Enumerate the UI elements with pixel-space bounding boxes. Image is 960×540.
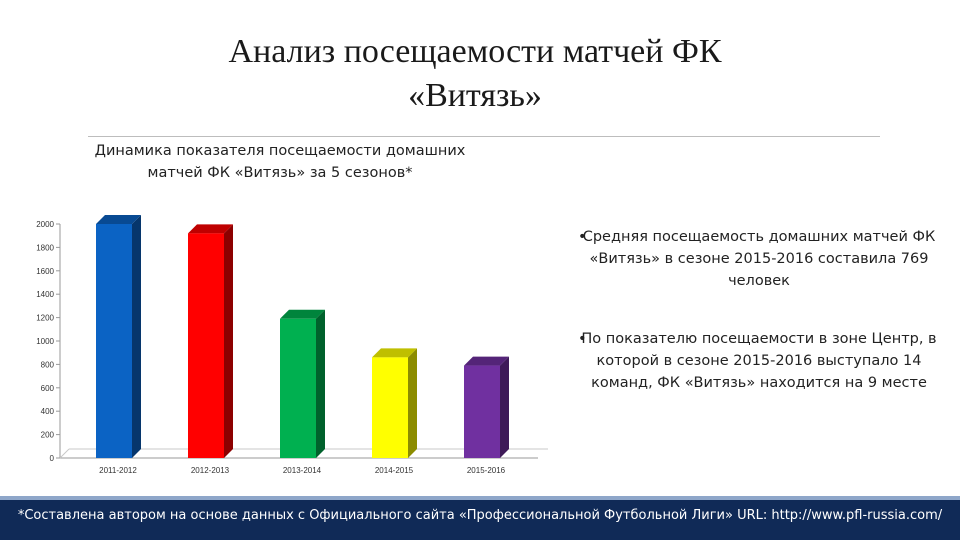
title-divider <box>88 136 880 137</box>
bullet-list: • Средняя посещаемость домашних матчей Ф… <box>578 226 940 394</box>
bar-side <box>316 309 325 458</box>
bar-top <box>96 215 141 224</box>
x-tick-label: 2014-2015 <box>375 466 414 475</box>
bar-side <box>500 356 509 458</box>
chart-title: Динамика показателя посещаемости домашни… <box>40 140 520 184</box>
y-tick-label: 0 <box>50 454 55 463</box>
y-tick-label: 800 <box>41 360 55 369</box>
x-tick-label: 2013-2014 <box>283 466 322 475</box>
bar-top <box>280 309 325 319</box>
slide-title-line-1: Анализ посещаемости матчей ФК <box>228 33 722 70</box>
y-tick-label: 400 <box>41 407 55 416</box>
bar-side <box>408 348 417 458</box>
footer-bar: *Составлена автором на основе данных с О… <box>0 496 960 540</box>
bar-top <box>188 224 233 234</box>
attendance-bar-chart: 0 200 400 600 800 1000 1200 1400 1600 1800 2000 201… <box>36 215 548 475</box>
slide-title: Анализ посещаемости матчей ФК «Витязь» <box>120 30 830 118</box>
y-tick-label: 600 <box>41 384 55 393</box>
slide-title-line-2: «Витязь» <box>408 77 542 114</box>
bar <box>372 357 408 458</box>
bullet-text-1: Средняя посещаемость домашних матчей ФК … <box>582 229 936 289</box>
y-tick-label: 1000 <box>36 337 54 346</box>
bar <box>96 224 132 458</box>
bullet-text-2: По показателю посещаемости в зоне Центр,… <box>581 331 937 391</box>
bullet-item-2: • По показателю посещаемости в зоне Цент… <box>578 328 940 394</box>
x-tick-label: 2012-2013 <box>191 466 230 475</box>
bar <box>188 233 224 458</box>
bar <box>280 318 316 458</box>
chart-title-line-1: Динамика показателя посещаемости домашни… <box>94 143 466 159</box>
bullet-dot-2: • <box>578 331 587 347</box>
bar-top <box>372 348 417 358</box>
y-tick-label: 1600 <box>36 267 54 276</box>
bar <box>464 365 500 458</box>
y-tick-label: 1800 <box>36 243 54 252</box>
x-tick-label: 2015-2016 <box>467 466 506 475</box>
bullet-item-1: • Средняя посещаемость домашних матчей Ф… <box>578 226 940 292</box>
bullet-dot-1: • <box>578 229 587 245</box>
y-tick-label: 200 <box>41 431 55 440</box>
y-tick-label: 1400 <box>36 290 54 299</box>
x-tick-label: 2011-2012 <box>99 466 137 475</box>
chart-title-line-2: матчей ФК «Витязь» за 5 сезонов* <box>147 165 413 181</box>
footer-source-note: *Составлена автором на основе данных с О… <box>17 508 943 523</box>
bar-top <box>464 356 509 366</box>
axis-depth-line <box>59 448 70 459</box>
bar-side <box>132 215 141 458</box>
bar-side <box>224 224 233 458</box>
y-tick-label: 1200 <box>36 314 54 323</box>
footer-accent-band <box>0 496 960 500</box>
y-tick-label: 2000 <box>36 220 54 229</box>
